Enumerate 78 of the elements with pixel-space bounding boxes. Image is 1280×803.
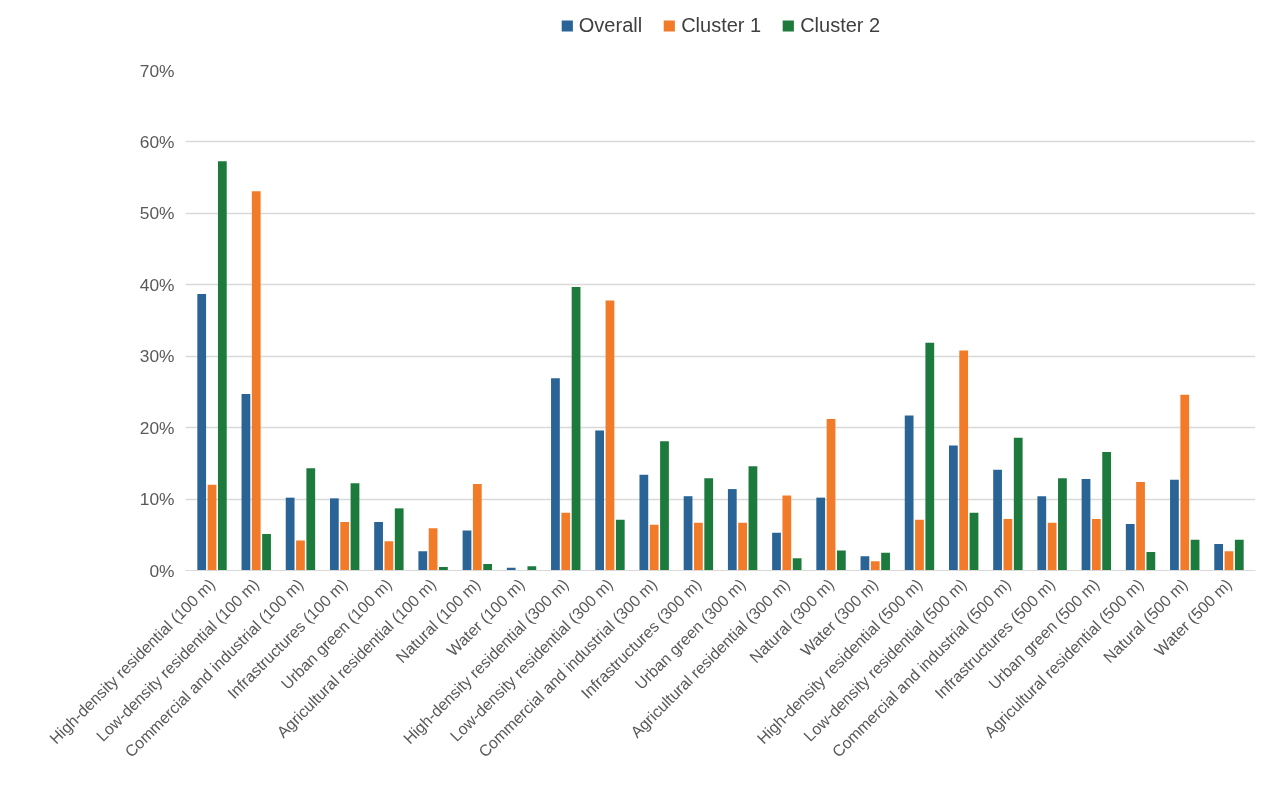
bar xyxy=(551,378,560,571)
legend-label: Cluster 1 xyxy=(681,13,762,37)
bar xyxy=(860,556,870,571)
bar xyxy=(792,558,802,571)
bar xyxy=(1047,522,1057,571)
bar xyxy=(704,478,714,571)
bar xyxy=(197,294,207,571)
bar xyxy=(605,300,615,571)
bar xyxy=(483,564,493,571)
bar xyxy=(1091,519,1101,571)
bar xyxy=(241,394,251,571)
bar xyxy=(925,342,935,571)
bar xyxy=(329,498,339,571)
bar xyxy=(870,561,880,571)
bar xyxy=(262,534,271,571)
bar xyxy=(350,483,360,571)
bar xyxy=(694,522,703,571)
bar xyxy=(595,430,605,571)
bar xyxy=(727,489,737,571)
bar xyxy=(993,469,1002,571)
bar xyxy=(615,519,625,571)
bar xyxy=(384,541,394,571)
bar xyxy=(816,497,826,571)
bar xyxy=(1234,539,1244,571)
bar xyxy=(639,474,649,571)
bar xyxy=(1037,496,1047,571)
bar xyxy=(1146,551,1156,571)
bar xyxy=(738,522,747,571)
bar xyxy=(251,191,261,571)
y-tick-label: 30% xyxy=(139,346,175,367)
bar xyxy=(748,466,758,571)
y-tick-label: 50% xyxy=(139,203,175,224)
bar xyxy=(915,519,924,571)
y-tick-label: 0% xyxy=(149,560,175,581)
bar xyxy=(1013,437,1023,571)
bar xyxy=(1081,479,1091,571)
bar xyxy=(948,445,958,571)
y-tick-label: 40% xyxy=(139,274,175,295)
bar xyxy=(826,419,836,571)
bar xyxy=(207,484,217,571)
bar xyxy=(1102,451,1112,571)
y-tick-label: 70% xyxy=(139,60,175,81)
bar xyxy=(571,286,581,571)
bar xyxy=(683,496,693,571)
bar xyxy=(904,415,914,571)
bar xyxy=(418,551,428,571)
bar xyxy=(394,508,404,571)
bar xyxy=(306,468,316,571)
bar xyxy=(1170,479,1179,571)
bar xyxy=(782,495,792,571)
bar xyxy=(881,552,890,571)
bar xyxy=(1214,544,1224,571)
bar xyxy=(959,350,969,571)
bar xyxy=(772,532,781,571)
bar xyxy=(836,550,846,571)
bar xyxy=(649,524,659,571)
bar xyxy=(472,484,482,571)
bar xyxy=(1180,394,1190,571)
legend-label: Cluster 2 xyxy=(800,13,881,37)
bar xyxy=(217,161,227,571)
bar xyxy=(1058,478,1067,571)
bar xyxy=(428,528,438,571)
bar xyxy=(561,512,571,571)
bar xyxy=(660,441,669,571)
y-tick-label: 60% xyxy=(139,131,175,152)
bar xyxy=(340,521,350,571)
bar xyxy=(1136,481,1145,571)
y-tick-label: 10% xyxy=(139,489,175,510)
bar xyxy=(1125,524,1135,571)
bar xyxy=(285,497,295,571)
y-tick-label: 20% xyxy=(139,417,175,438)
bar xyxy=(296,540,305,571)
bar xyxy=(969,512,979,571)
bar xyxy=(1224,551,1234,571)
bar xyxy=(527,566,537,571)
bar xyxy=(374,521,383,571)
bar xyxy=(1003,519,1013,571)
legend-label: Overall xyxy=(578,13,643,37)
